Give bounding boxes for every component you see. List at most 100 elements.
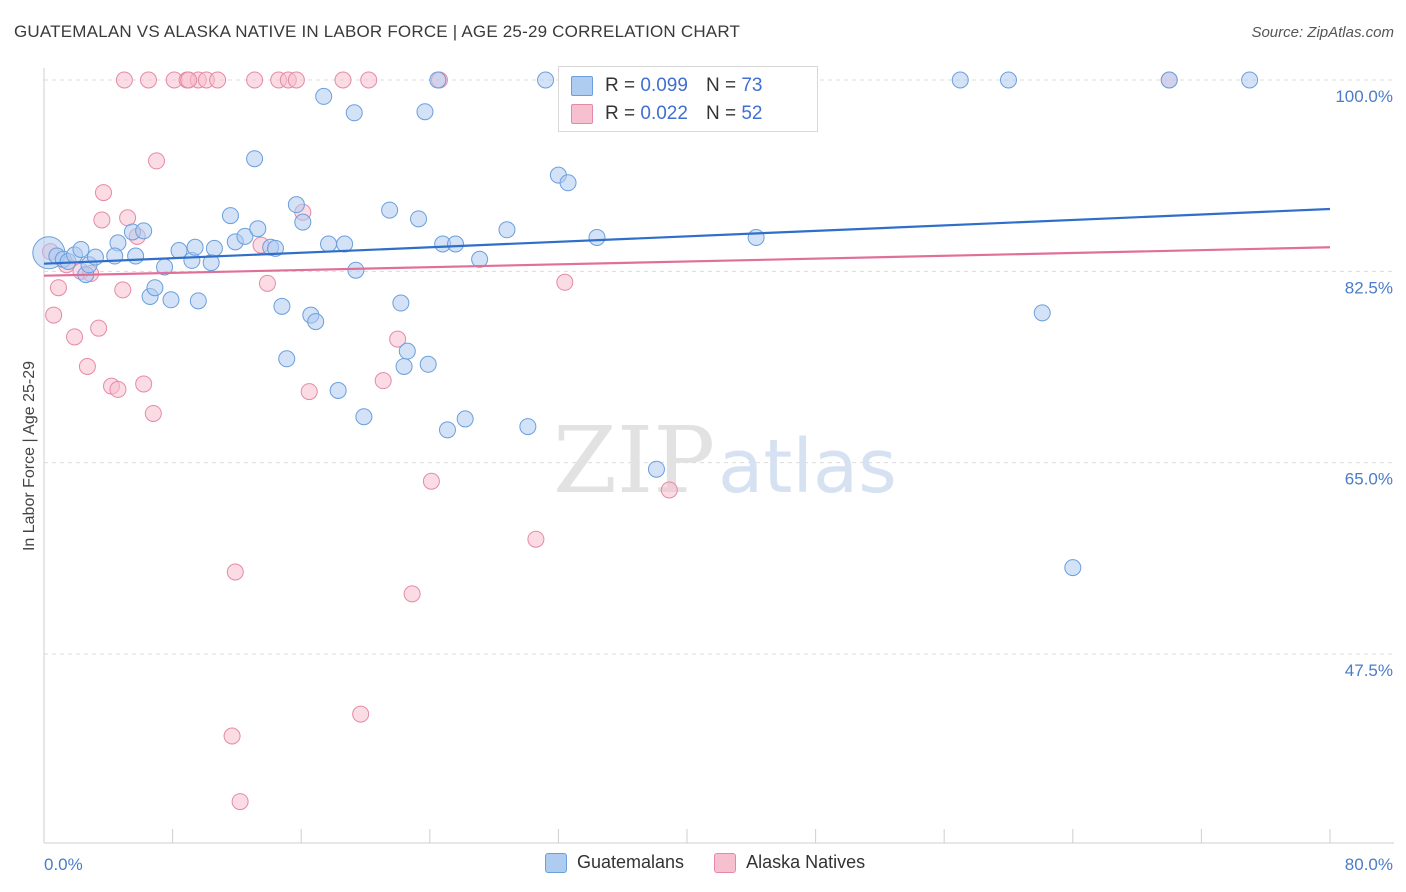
point-alaska-natives-26 <box>231 793 249 811</box>
point-guatemalans-43 <box>392 294 410 312</box>
point-guatemalans-44 <box>395 357 413 375</box>
x-tick-label-0: 0.0% <box>44 855 83 874</box>
point-alaska-natives-9 <box>93 211 111 229</box>
legend-r-label: R = <box>605 103 636 124</box>
legend-row-guatemalans: R = 0.099 N = 73 <box>571 72 762 100</box>
legend-n-value: 52 <box>741 103 763 124</box>
x-tick-marks <box>43 829 1331 843</box>
legend-label-guatemalans: Guatemalans <box>577 852 685 872</box>
point-guatemalans-24 <box>221 207 239 225</box>
legend-swatch-pink <box>714 852 737 873</box>
point-guatemalans-69 <box>1033 304 1051 322</box>
legend-swatch-blue <box>571 76 593 96</box>
trend-line-alaska-natives <box>43 246 1331 277</box>
y-tick-labels: 47.5% 65.0% 82.5% 100.0% <box>1335 87 1393 680</box>
point-guatemalans-70 <box>1160 71 1178 89</box>
point-guatemalans-67 <box>951 71 969 89</box>
legend-r-label: R = <box>605 75 636 96</box>
trend-line-guatemalans <box>43 207 1331 265</box>
point-alaska-natives-38 <box>374 372 392 390</box>
point-guatemalans-50 <box>438 421 456 439</box>
point-guatemalans-27 <box>246 150 264 168</box>
point-alaska-natives-13 <box>114 281 132 299</box>
point-alaska-natives-50 <box>180 71 198 89</box>
point-alaska-natives-17 <box>144 404 162 422</box>
point-alaska-natives-48 <box>115 71 133 89</box>
point-guatemalans-34 <box>294 213 312 231</box>
point-guatemalans-28 <box>249 220 267 238</box>
legend-row-alaska-natives: R = 0.022 N = 52 <box>571 100 762 128</box>
y-tick-label-2: 82.5% <box>1345 278 1393 297</box>
point-alaska-natives-35 <box>334 71 352 89</box>
chart-title: GUATEMALAN VS ALASKA NATIVE IN LABOR FOR… <box>14 22 741 41</box>
point-guatemalans-62 <box>429 71 447 89</box>
point-guatemalans-33 <box>287 196 305 214</box>
point-guatemalans-60 <box>345 104 363 122</box>
point-guatemalans-37 <box>320 235 338 253</box>
point-alaska-natives-2 <box>49 279 67 297</box>
point-alaska-natives-27 <box>246 71 264 89</box>
point-alaska-natives-4 <box>66 328 84 346</box>
point-alaska-natives-14 <box>119 209 137 227</box>
legend-swatch-pink <box>571 104 593 124</box>
legend-series: Guatemalans Alaska Natives <box>545 852 895 873</box>
point-guatemalans-5 <box>72 240 90 258</box>
point-alaska-natives-45 <box>660 481 678 499</box>
point-guatemalans-23 <box>205 239 223 257</box>
legend-label-alaska-natives: Alaska Natives <box>746 852 866 872</box>
point-alaska-natives-10 <box>94 184 112 202</box>
legend-item-alaska-natives: Alaska Natives <box>714 852 865 873</box>
point-guatemalans-53 <box>471 250 489 268</box>
point-guatemalans-63 <box>537 71 555 89</box>
point-guatemalans-71 <box>1241 71 1259 89</box>
y-tick-label-0: 47.5% <box>1345 661 1393 680</box>
point-guatemalans-11 <box>127 247 145 265</box>
series-guatemalans <box>32 71 1259 577</box>
point-alaska-natives-1 <box>45 306 63 324</box>
x-tick-labels: 0.0% 80.0% <box>44 855 1393 874</box>
y-tick-label-1: 65.0% <box>1345 470 1393 489</box>
point-guatemalans-38 <box>315 87 333 105</box>
point-guatemalans-48 <box>419 355 437 373</box>
y-axis-label: In Labor Force | Age 25-29 <box>21 361 38 551</box>
point-guatemalans-72 <box>1064 559 1082 577</box>
point-guatemalans-51 <box>447 235 465 253</box>
legend-n-label: N = <box>705 103 737 124</box>
point-alaska-natives-39 <box>389 330 407 348</box>
point-guatemalans-41 <box>347 261 365 279</box>
source-label: Source: ZipAtlas.com <box>1251 24 1394 41</box>
point-guatemalans-68 <box>1000 71 1017 89</box>
point-guatemalans-30 <box>266 239 284 257</box>
point-guatemalans-17 <box>162 291 180 309</box>
legend-item-guatemalans: Guatemalans <box>545 852 684 873</box>
point-guatemalans-47 <box>410 210 428 228</box>
point-guatemalans-54 <box>498 221 516 239</box>
legend-n-value: 73 <box>741 75 763 96</box>
point-alaska-natives-24 <box>223 727 241 745</box>
point-alaska-natives-44 <box>556 273 574 291</box>
point-alaska-natives-23 <box>209 71 227 89</box>
point-alaska-natives-12 <box>109 380 127 398</box>
legend-stats: R = 0.099 N = 73 R = 0.022 N = 52 <box>558 66 818 132</box>
point-guatemalans-32 <box>278 350 296 368</box>
point-guatemalans-21 <box>186 238 204 256</box>
point-alaska-natives-43 <box>527 530 545 548</box>
point-alaska-natives-34 <box>300 383 318 401</box>
point-alaska-natives-16 <box>135 375 153 393</box>
point-guatemalans-20 <box>189 292 207 310</box>
grid-lines <box>44 79 1394 655</box>
point-alaska-natives-32 <box>287 71 305 89</box>
point-alaska-natives-37 <box>360 71 378 89</box>
point-guatemalans-61 <box>416 103 434 121</box>
point-guatemalans-46 <box>398 342 416 360</box>
point-guatemalans-26 <box>236 227 254 245</box>
point-guatemalans-15 <box>146 279 164 297</box>
point-guatemalans-59 <box>647 460 665 478</box>
point-guatemalans-36 <box>307 313 325 331</box>
point-guatemalans-57 <box>559 174 577 192</box>
point-alaska-natives-25 <box>226 563 244 581</box>
point-alaska-natives-29 <box>258 274 276 292</box>
point-guatemalans-42 <box>355 408 373 426</box>
point-guatemalans-45 <box>381 201 399 219</box>
